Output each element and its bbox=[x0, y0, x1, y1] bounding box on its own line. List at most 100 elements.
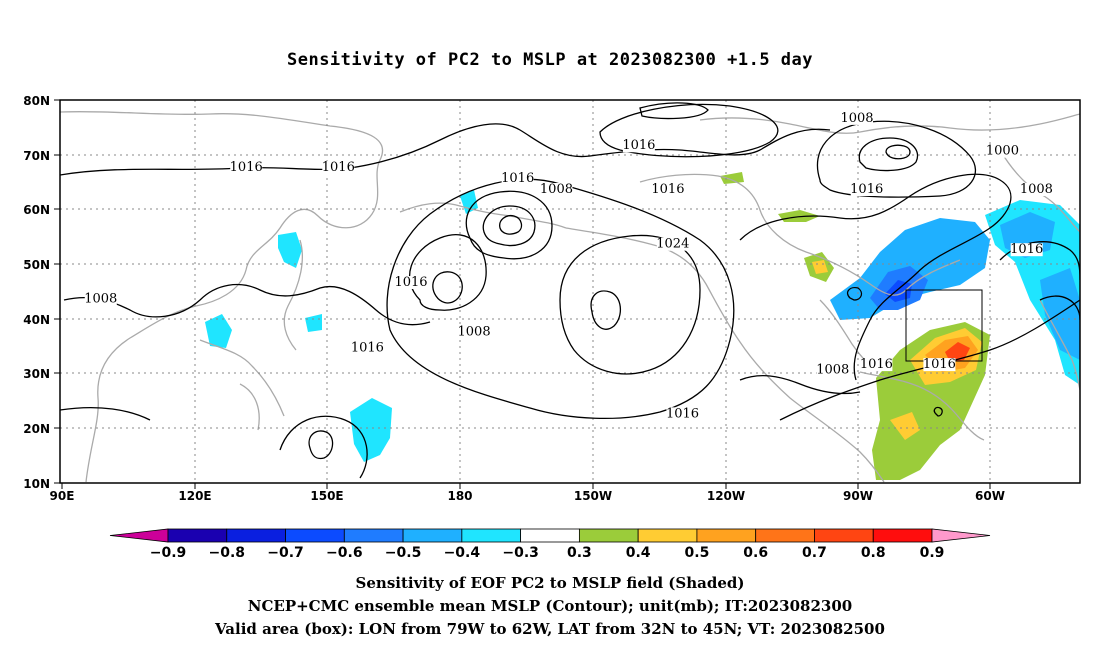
shade-neg-aleutian bbox=[460, 190, 478, 214]
contour-label-bg bbox=[651, 183, 684, 197]
colorbar-segment bbox=[814, 528, 874, 543]
shade-pos-canada bbox=[778, 210, 820, 222]
contour-label-bg bbox=[84, 292, 117, 306]
caption-contour: NCEP+CMC ensemble mean MSLP (Contour); u… bbox=[247, 597, 853, 615]
colorbar-segment bbox=[578, 528, 639, 543]
colorbar-segment bbox=[755, 528, 815, 543]
colorbar-label: −0.7 bbox=[267, 545, 304, 561]
tick-marks bbox=[54, 99, 991, 489]
contour-label-bg bbox=[1010, 243, 1043, 257]
lon-label: 180 bbox=[447, 489, 472, 503]
caption-shading: Sensitivity of EOF PC2 to MSLP field (Sh… bbox=[355, 574, 745, 592]
contour-label-bg bbox=[1020, 183, 1053, 197]
contour-label-bg bbox=[322, 161, 355, 175]
shade-pos-gulf-red bbox=[945, 342, 970, 362]
lat-label: 40N bbox=[23, 313, 50, 327]
contour-label: 1016 bbox=[322, 160, 355, 175]
sensitivity-map: 90E 120E 150E 180 150W 120W 90W 60W 80N … bbox=[23, 94, 1081, 503]
contour-label: 1016 bbox=[860, 357, 893, 372]
contour-label: 1016 bbox=[666, 406, 699, 421]
contour-label: 1016 bbox=[622, 138, 655, 153]
colorbar-label: −0.5 bbox=[385, 545, 422, 561]
shade-neg-japan-north bbox=[278, 232, 302, 268]
contour-label: 1008 bbox=[840, 111, 873, 126]
colorbar-segment bbox=[461, 528, 522, 543]
shade-neg-east-atlantic-2 bbox=[1040, 268, 1080, 360]
colorbar-segment bbox=[285, 528, 345, 543]
contour-label-bg bbox=[860, 358, 893, 372]
contour-label: 1016 bbox=[651, 182, 684, 197]
colorbar-label: 0.4 bbox=[626, 545, 651, 561]
colorbar-label: −0.4 bbox=[444, 545, 481, 561]
contour-label-bg bbox=[501, 172, 534, 186]
colorbar-segment bbox=[696, 528, 757, 543]
contour-label-bg bbox=[622, 139, 655, 153]
map-title: Sensitivity of PC2 to MSLP at 2023082300… bbox=[286, 50, 813, 70]
lat-label: 30N bbox=[23, 367, 50, 381]
lon-label: 120E bbox=[178, 489, 211, 503]
contour-label-bg bbox=[395, 276, 428, 290]
colorbar-segment bbox=[343, 528, 404, 543]
colorbar-label: 0.3 bbox=[567, 545, 592, 561]
colorbar-label: −0.8 bbox=[209, 545, 246, 561]
lat-label: 20N bbox=[23, 422, 50, 436]
contour-labels: 1016 1016 1008 1016 1016 1016 1008 1008 1016 1016… bbox=[84, 111, 1053, 421]
colorbar-high-extension bbox=[931, 528, 991, 543]
contour-label-bg bbox=[458, 325, 491, 339]
contour-label-bg bbox=[816, 363, 849, 377]
colorbar-segment bbox=[226, 528, 286, 543]
plot-frame bbox=[59, 99, 1081, 484]
caption-valid-area: Valid area (box): LON from 79W to 62W, L… bbox=[215, 620, 885, 638]
shade-pos-caribbean-yellow bbox=[890, 412, 920, 440]
colorbar-label: −0.6 bbox=[326, 545, 363, 561]
colorbar-label: 0.6 bbox=[743, 545, 768, 561]
shade-neg-japan-south bbox=[205, 314, 232, 348]
colorbar-label: 0.9 bbox=[920, 545, 945, 561]
lon-label: 150W bbox=[574, 489, 612, 503]
contour-label-bg bbox=[923, 358, 956, 372]
lat-label: 10N bbox=[23, 477, 50, 491]
lon-label: 60W bbox=[975, 489, 1005, 503]
colorbar-segment bbox=[402, 528, 463, 543]
lat-label: 50N bbox=[23, 258, 50, 272]
contour-label-bg bbox=[986, 144, 1019, 158]
contour-label: 1008 bbox=[84, 291, 117, 306]
colorbar-label: −0.3 bbox=[502, 545, 539, 561]
colorbar-label: 0.8 bbox=[861, 545, 886, 561]
contour-label-bg bbox=[540, 183, 573, 197]
colorbar-label: 0.7 bbox=[802, 545, 827, 561]
lon-label: 90E bbox=[50, 489, 75, 503]
colorbar-segment bbox=[637, 528, 698, 543]
contour-label: 1016 bbox=[394, 275, 427, 290]
contour-label-bg bbox=[666, 407, 699, 421]
contour-label: 1016 bbox=[1010, 242, 1043, 257]
contour-label: 1016 bbox=[850, 182, 883, 197]
colorbar-label: −0.9 bbox=[150, 545, 187, 561]
colorbar: −0.9 −0.8 −0.7 −0.6 −0.5 −0.4 −0.3 0.3 0.4 0.5 0.6… bbox=[109, 528, 991, 561]
colorbar-segment bbox=[167, 528, 228, 543]
contour-label-bg bbox=[656, 237, 689, 251]
contour-label-bg bbox=[351, 341, 384, 355]
colorbar-segment bbox=[520, 528, 580, 543]
colorbar-segment bbox=[872, 528, 933, 543]
contour-label: 1016 bbox=[230, 160, 263, 175]
contour-label: 1008 bbox=[540, 182, 573, 197]
shade-neg-japan-east bbox=[305, 314, 322, 332]
colorbar-label: 0.5 bbox=[685, 545, 710, 561]
contour-label: 1016 bbox=[501, 171, 534, 186]
lon-label: 90W bbox=[843, 489, 873, 503]
contour-label: 1000 bbox=[986, 144, 1019, 159]
contour-label: 1008 bbox=[816, 363, 849, 378]
lat-label: 80N bbox=[23, 94, 50, 108]
shade-pos-arctic bbox=[720, 172, 744, 184]
lon-label: 150E bbox=[310, 489, 343, 503]
contour-label-bg bbox=[230, 161, 263, 175]
longitude-labels: 90E 120E 150E 180 150W 120W 90W 60W bbox=[50, 489, 1005, 503]
latitude-labels: 80N 70N 60N 50N 40N 30N 20N 10N bbox=[23, 94, 50, 491]
contour-label: 1016 bbox=[923, 357, 956, 372]
lat-label: 70N bbox=[23, 149, 50, 163]
lat-label: 60N bbox=[23, 203, 50, 217]
contour-label: 1008 bbox=[1020, 182, 1053, 197]
contour-label-bg bbox=[850, 183, 883, 197]
contour-label: 1024 bbox=[656, 237, 689, 252]
